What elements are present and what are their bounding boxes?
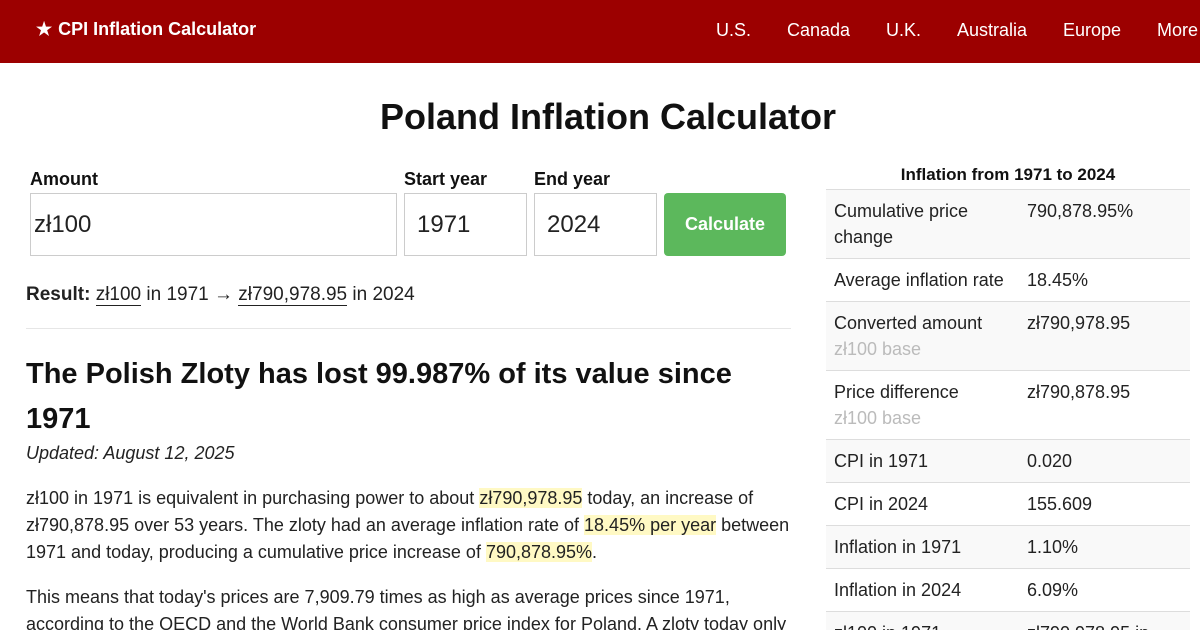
calculate-button[interactable]: Calculate [664,193,786,256]
table-row: Average inflation rate 18.45% [826,258,1190,302]
nav-europe[interactable]: Europe [1063,20,1122,40]
row-label: Average inflation rate [826,258,1019,302]
sidebar-title: Inflation from 1971 to 2024 [826,160,1190,190]
table-row: Inflation in 1971 1.10% [826,525,1190,569]
star-icon: ★ [36,19,53,39]
updated-date: Updated: August 12, 2025 [26,443,235,463]
article-heading: The Polish Zloty has lost 99.987% of its… [26,358,732,435]
row-label: Inflation in 1971 [826,525,1019,569]
row-label: Converted amount [834,313,983,333]
row-value: zł790,978.95 in [1019,611,1190,630]
table-row: Cumulative price change 790,878.95% [826,190,1190,259]
result-label: Result: [26,284,91,305]
table-row: CPI in 2024 155.609 [826,482,1190,526]
row-label: zł100 in 1971 [826,611,1019,630]
table-row: Inflation in 2024 6.09% [826,568,1190,612]
divider [26,328,791,329]
page-title: Poland Inflation Calculator [379,96,837,137]
end-year-input[interactable] [534,193,657,256]
row-label: Cumulative price change [826,190,1019,259]
nav-more[interactable]: More [1157,20,1199,40]
table-row: Price difference zł100 base zł790,878.95 [826,370,1190,440]
row-label: CPI in 2024 [826,482,1019,526]
amount-label: Amount [30,169,98,189]
highlight-converted: zł790,978.95 [479,488,583,508]
nav-us[interactable]: U.S. [716,20,752,40]
end-year-label: End year [534,169,611,189]
nav-australia[interactable]: Australia [957,20,1028,40]
result-to-year: in 2024 [352,284,415,305]
row-label-cell: Price difference zł100 base [826,370,1019,440]
result-to-amount: zł790,978.95 [238,284,348,306]
start-year-label: Start year [404,169,488,189]
result-from-amount: zł100 [95,284,142,306]
row-sublabel: zł100 base [834,339,922,359]
row-value: zł790,978.95 [1019,301,1190,371]
row-value: 0.020 [1019,439,1190,483]
main-nav: U.S. Canada U.K. Australia Europe More [700,20,1200,44]
row-value: 155.609 [1019,482,1190,526]
arrow-icon: → [214,284,234,305]
row-label: CPI in 1971 [826,439,1019,483]
table-row: zł100 in 1971 zł790,978.95 in [826,611,1190,630]
explanation-paragraph: This means that today's prices are 7,909… [26,587,787,630]
table-row: CPI in 1971 0.020 [826,439,1190,483]
row-value: 790,878.95% [1019,190,1190,259]
start-year-input[interactable] [404,193,527,256]
row-value: zł790,878.95 [1019,370,1190,440]
summary-paragraph: zł100 in 1971 is equivalent in purchasin… [26,488,790,562]
row-value: 1.10% [1019,525,1190,569]
stats-table: Cumulative price change 790,878.95% Aver… [826,190,1190,630]
highlight-cumulative: 790,878.95% [485,542,593,562]
row-label: Price difference [834,382,959,402]
nav-uk[interactable]: U.K. [886,20,922,40]
row-value: 6.09% [1019,568,1190,612]
brand-link[interactable]: ★ CPI Inflation Calculator [36,19,256,40]
nav-canada[interactable]: Canada [787,20,851,40]
table-row: Converted amount zł100 base zł790,978.95 [826,301,1190,371]
stats-sidebar: Inflation from 1971 to 2024 Cumulative p… [826,160,1190,630]
row-label-cell: Converted amount zł100 base [826,301,1019,371]
result-line: Result: zł100 in 1971 → zł790,978.95 in … [26,284,415,306]
brand-name: CPI Inflation Calculator [58,19,257,39]
amount-input[interactable] [30,193,397,256]
top-navbar: ★ CPI Inflation Calculator U.S. Canada U.… [0,0,1200,63]
result-from-year: in 1971 [146,284,209,305]
row-sublabel: zł100 base [834,408,922,428]
highlight-rate: 18.45% per year [584,515,717,535]
row-label: Inflation in 2024 [826,568,1019,612]
row-value: 18.45% [1019,258,1190,302]
